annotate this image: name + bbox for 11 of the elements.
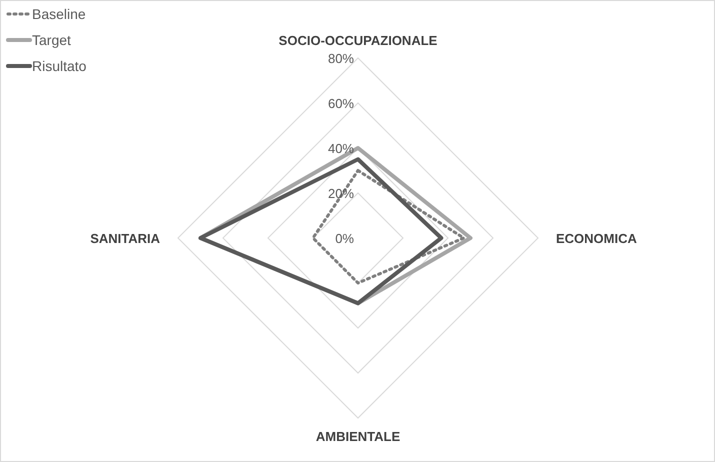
spoke-label: AMBIENTALE (316, 429, 400, 444)
y-tick-label: 0% (335, 231, 354, 246)
y-tick-label: 80% (328, 51, 354, 66)
spoke-label: ECONOMICA (556, 231, 638, 246)
legend-label: Risultato (32, 58, 87, 74)
spoke-label: SANITARIA (90, 231, 161, 246)
y-tick-label: 40% (328, 141, 354, 156)
legend-label: Target (32, 32, 72, 48)
y-tick-label: 60% (328, 96, 354, 111)
spoke-label: SOCIO-OCCUPAZIONALE (278, 33, 438, 48)
legend-label: Baseline (32, 6, 86, 22)
